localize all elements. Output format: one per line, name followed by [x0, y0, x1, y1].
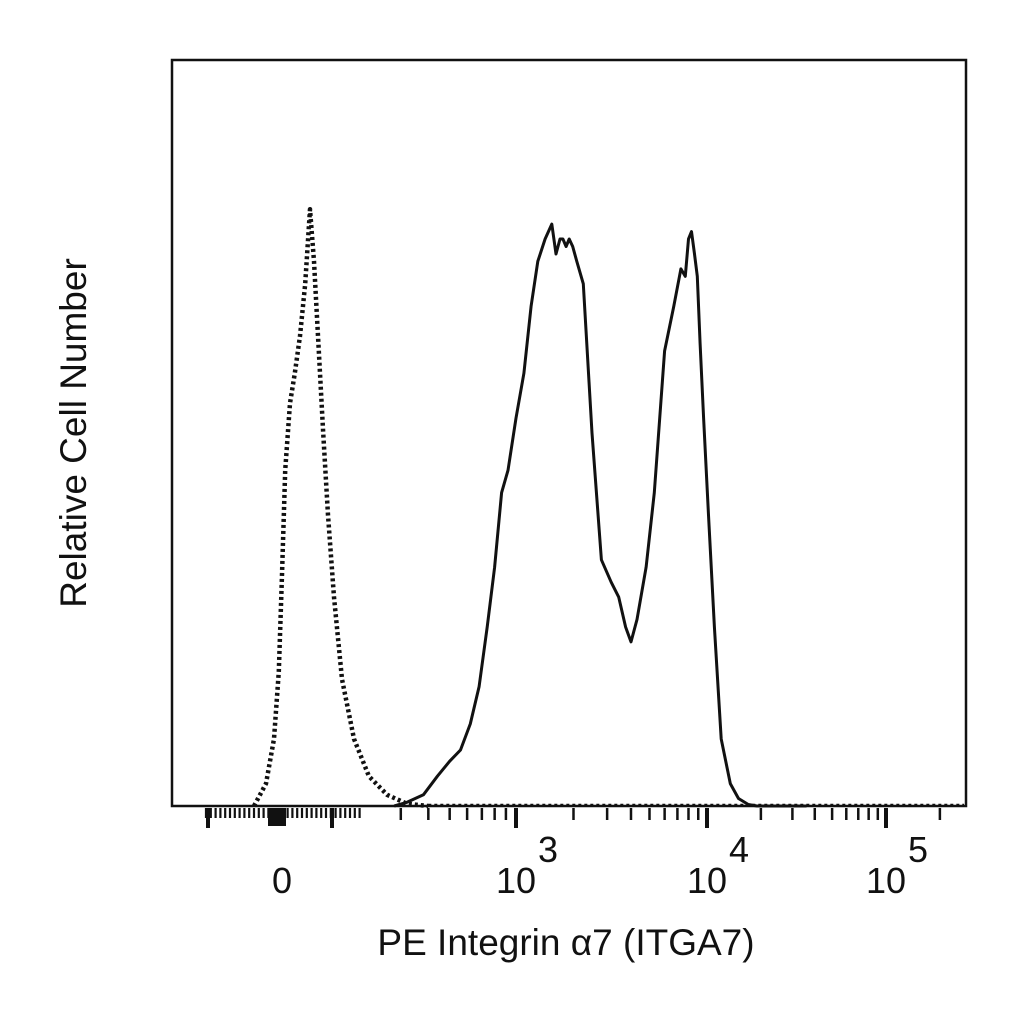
svg-text:3: 3 — [538, 829, 558, 870]
svg-text:10: 10 — [496, 860, 536, 901]
svg-text:5: 5 — [908, 829, 928, 870]
x-tick-label: 103 — [496, 829, 558, 901]
x-tick-cluster — [268, 808, 286, 826]
series-stained-solid — [393, 222, 807, 808]
histogram-series — [252, 206, 964, 809]
svg-text:10: 10 — [687, 860, 727, 901]
svg-text:4: 4 — [729, 829, 749, 870]
x-axis-title: PE Integrin α7 (ITGA7) — [377, 922, 754, 963]
series-control-dotted — [252, 206, 429, 809]
x-tick-label: 105 — [866, 829, 928, 901]
svg-text:10: 10 — [866, 860, 906, 901]
x-tick-label: 0 — [272, 860, 292, 901]
y-axis-title: Relative Cell Number — [53, 258, 94, 608]
svg-text:0: 0 — [272, 860, 292, 901]
x-tick-label: 104 — [687, 829, 749, 901]
plot-frame — [170, 58, 968, 808]
x-axis-ticks — [204, 808, 942, 828]
